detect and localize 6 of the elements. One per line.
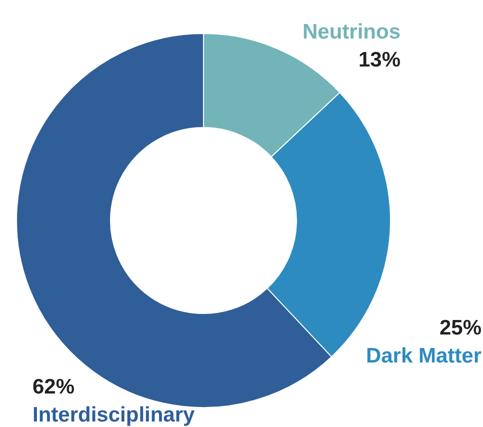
slice-label: Interdisciplinary [32, 404, 196, 426]
data-label: 62% [32, 376, 75, 398]
slice-label: Dark Matter [366, 344, 482, 368]
data-label: 25% [439, 316, 482, 340]
slice-label: Neutrinos [302, 20, 401, 44]
data-label: 13% [358, 48, 401, 72]
